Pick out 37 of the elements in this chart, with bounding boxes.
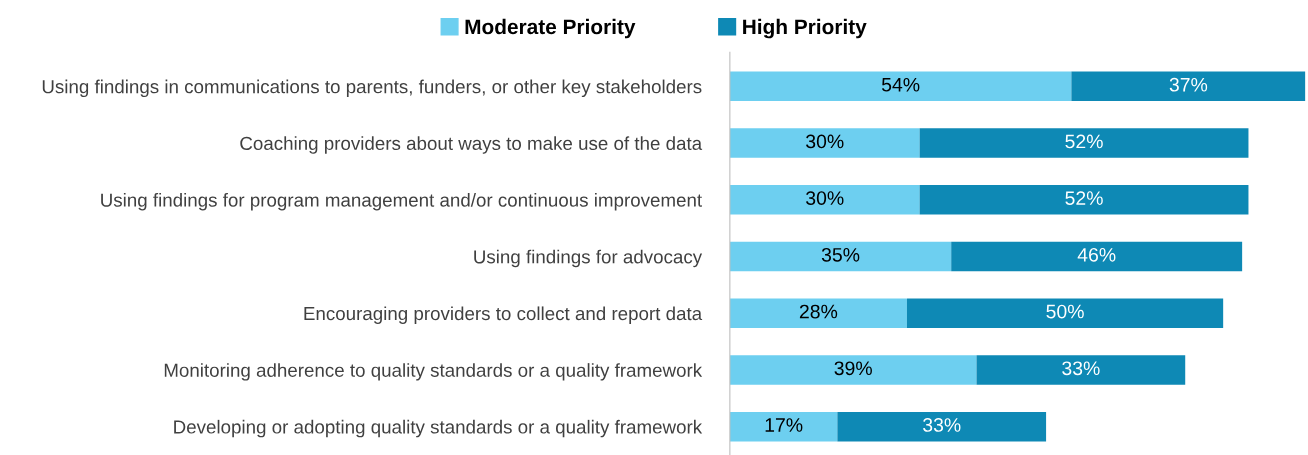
y-tick-label: Using findings for advocacy [474, 249, 703, 268]
legend-label: High Priority [743, 18, 867, 39]
bar [919, 185, 1249, 215]
data-label: 54% [881, 77, 920, 92]
bar [919, 128, 1249, 158]
bar [729, 71, 1072, 102]
data-label: 17% [765, 418, 803, 432]
bar [837, 411, 1047, 442]
bar [729, 298, 907, 328]
y-tick-label: Coaching providers about ways to make use of the data [240, 136, 703, 154]
y-tick-label: Using findings in communications to parents, funders, or other key stakeholders [42, 79, 702, 98]
data-label: 35% [821, 247, 860, 262]
data-label: 30% [806, 134, 844, 149]
data-label: 46% [1077, 247, 1116, 262]
data-label: 52% [1065, 134, 1103, 149]
data-label: 33% [1062, 361, 1100, 376]
y-tick-label: Monitoring adherence to quality standards or a quality framework [164, 363, 703, 381]
bar [729, 185, 920, 215]
bar [729, 128, 920, 158]
data-label: 37% [1169, 77, 1208, 92]
data-label: 52% [1065, 191, 1103, 205]
data-label: 33% [923, 418, 961, 432]
bar [729, 241, 952, 272]
bar [906, 298, 1224, 328]
data-label: 28% [799, 304, 838, 319]
bar [976, 355, 1186, 385]
data-label: 50% [1046, 304, 1084, 319]
bar [729, 355, 977, 385]
y-tick-label: Using findings for program management and/or continuous improvement [101, 192, 702, 211]
data-label: 39% [834, 361, 872, 376]
bar [729, 411, 838, 442]
data-label: 30% [806, 191, 844, 205]
y-tick-label: Developing or adopting quality standards or a quality framework [174, 419, 703, 438]
bar [1071, 71, 1306, 102]
y-tick-label: Encouraging providers to collect and report data [304, 306, 703, 324]
bar [951, 241, 1243, 272]
legend-label: Moderate Priority [465, 18, 636, 39]
